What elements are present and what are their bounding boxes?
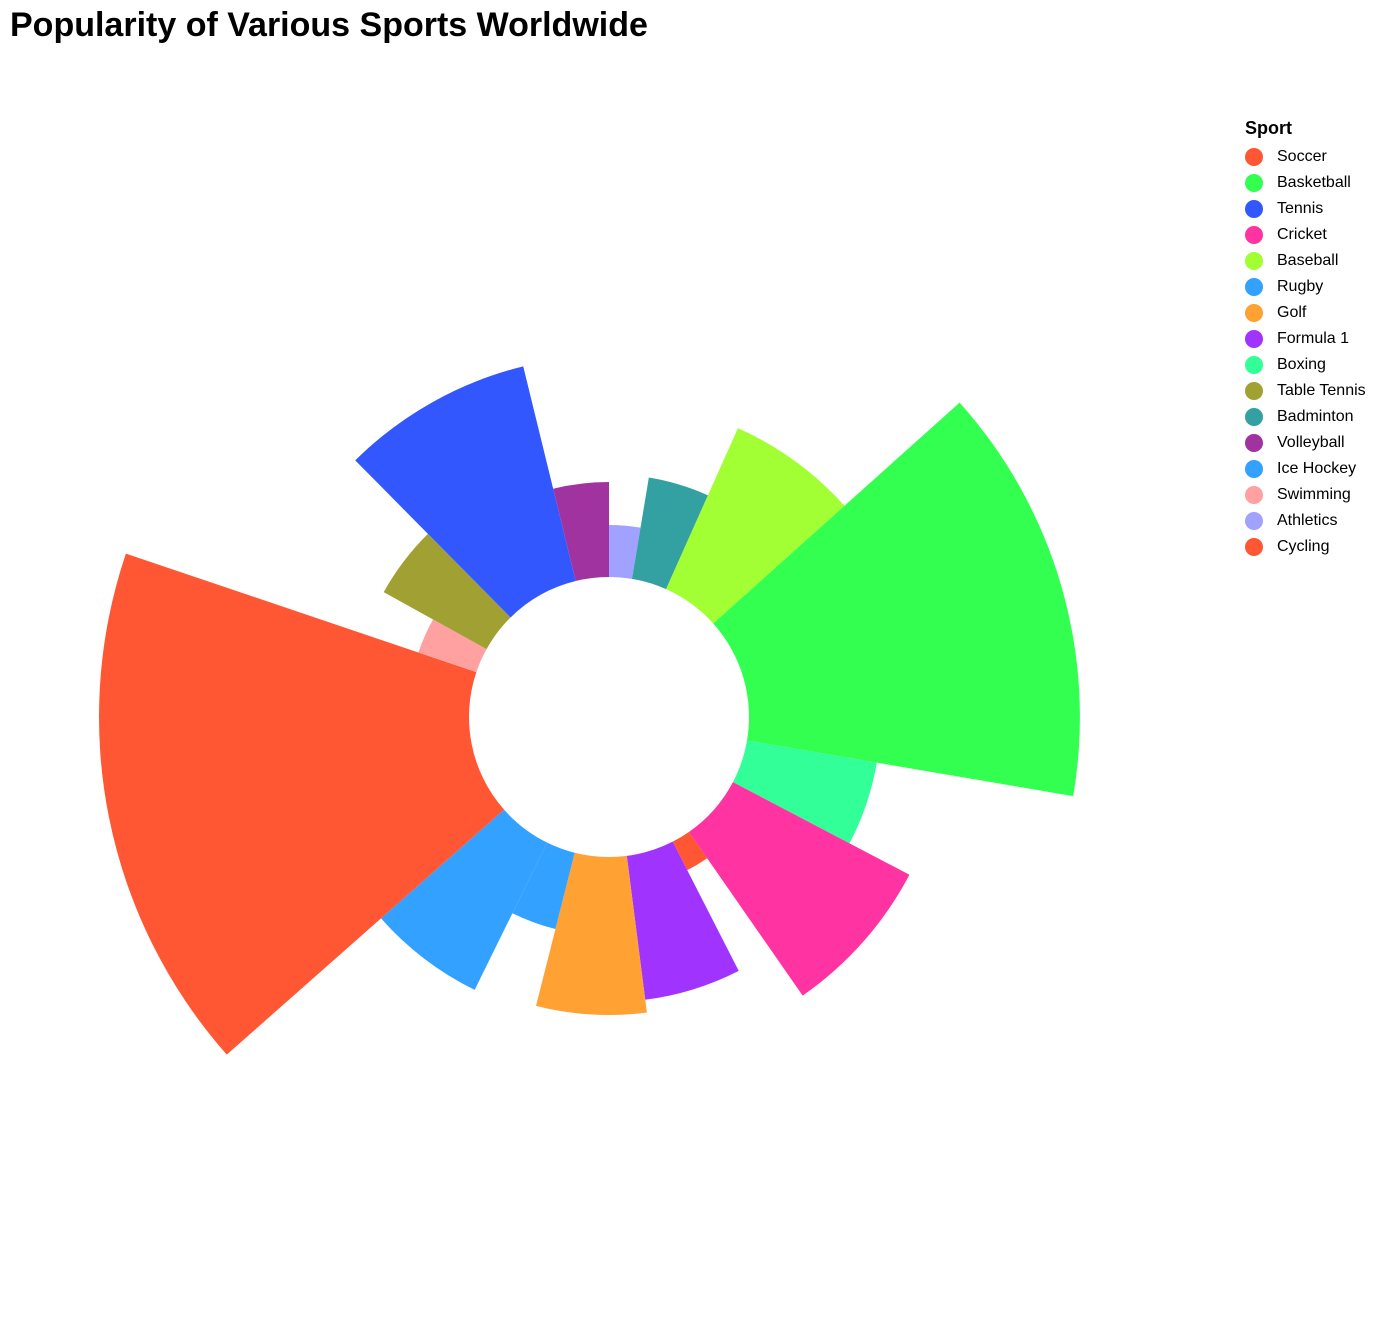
- legend-swatch: [1245, 512, 1263, 530]
- slice-tennis[interactable]: [355, 366, 576, 618]
- legend-item-basketball[interactable]: Basketball: [1245, 170, 1366, 196]
- legend-item-cricket[interactable]: Cricket: [1245, 222, 1366, 248]
- legend: Sport Soccer Basketball Tennis Cricket Baseb…: [1245, 117, 1366, 560]
- legend-label: Basketball: [1277, 174, 1351, 191]
- legend-label: Soccer: [1277, 148, 1327, 165]
- legend-item-baseball[interactable]: Baseball: [1245, 248, 1366, 274]
- legend-swatch: [1245, 200, 1263, 218]
- legend-swatch: [1245, 538, 1263, 556]
- slice-boxing[interactable]: [732, 740, 877, 844]
- legend-label: Rugby: [1277, 278, 1324, 295]
- slice-golf[interactable]: [536, 852, 647, 1015]
- legend-item-table-tennis[interactable]: Table Tennis: [1245, 378, 1366, 404]
- chart-title: Popularity of Various Sports Worldwide: [10, 6, 648, 44]
- slice-soccer[interactable]: [98, 553, 505, 1055]
- legend-item-tennis[interactable]: Tennis: [1245, 196, 1366, 222]
- legend-swatch: [1245, 330, 1263, 348]
- legend-item-ice-hockey[interactable]: Ice Hockey: [1245, 456, 1366, 482]
- legend-item-cycling[interactable]: Cycling: [1245, 534, 1366, 560]
- legend-swatch: [1245, 408, 1263, 426]
- slice-cycling[interactable]: [672, 831, 708, 871]
- legend-label: Tennis: [1277, 200, 1324, 217]
- legend-label: Formula 1: [1277, 330, 1350, 347]
- legend-swatch: [1245, 278, 1263, 296]
- legend-item-badminton[interactable]: Badminton: [1245, 404, 1366, 430]
- legend-items: Soccer Basketball Tennis Cricket Baseball Rug…: [1245, 144, 1366, 560]
- legend-label: Badminton: [1277, 408, 1354, 425]
- slice-rugby[interactable]: [381, 809, 548, 990]
- legend-item-swimming[interactable]: Swimming: [1245, 482, 1366, 508]
- legend-label: Baseball: [1277, 252, 1339, 269]
- slice-volleyball[interactable]: [553, 482, 609, 582]
- legend-swatch: [1245, 226, 1263, 244]
- slice-table-tennis[interactable]: [383, 533, 511, 650]
- legend-item-rugby[interactable]: Rugby: [1245, 274, 1366, 300]
- legend-item-formula-1[interactable]: Formula 1: [1245, 326, 1366, 352]
- legend-title: Sport: [1245, 118, 1292, 138]
- legend-swatch: [1245, 174, 1263, 192]
- legend-item-volleyball[interactable]: Volleyball: [1245, 430, 1366, 456]
- legend-item-golf[interactable]: Golf: [1245, 300, 1366, 326]
- legend-swatch: [1245, 252, 1263, 270]
- slice-swimming[interactable]: [418, 619, 487, 673]
- legend-item-boxing[interactable]: Boxing: [1245, 352, 1366, 378]
- legend-item-athletics[interactable]: Athletics: [1245, 508, 1366, 534]
- slices-group: [98, 366, 1080, 1055]
- legend-label: Volleyball: [1277, 434, 1345, 451]
- legend-label: Swimming: [1277, 486, 1351, 503]
- legend-label: Ice Hockey: [1277, 460, 1357, 477]
- legend-swatch: [1245, 382, 1263, 400]
- legend-swatch: [1245, 356, 1263, 374]
- legend-swatch: [1245, 304, 1263, 322]
- slice-athletics[interactable]: [609, 525, 641, 579]
- legend-swatch: [1245, 486, 1263, 504]
- slice-formula-1[interactable]: [626, 841, 739, 1000]
- legend-label: Boxing: [1277, 356, 1326, 373]
- slice-basketball[interactable]: [713, 402, 1080, 797]
- legend-label: Athletics: [1277, 512, 1338, 529]
- legend-item-soccer[interactable]: Soccer: [1245, 144, 1366, 170]
- legend-swatch: [1245, 148, 1263, 166]
- legend-label: Golf: [1277, 304, 1307, 321]
- slice-cricket[interactable]: [688, 782, 910, 996]
- slice-badminton[interactable]: [631, 477, 708, 590]
- slice-baseball[interactable]: [666, 428, 845, 624]
- slice-ice-hockey[interactable]: [512, 842, 575, 930]
- legend-swatch: [1245, 434, 1263, 452]
- legend-swatch: [1245, 460, 1263, 478]
- legend-label: Table Tennis: [1277, 382, 1366, 399]
- legend-label: Cricket: [1277, 226, 1327, 243]
- legend-label: Cycling: [1277, 538, 1330, 555]
